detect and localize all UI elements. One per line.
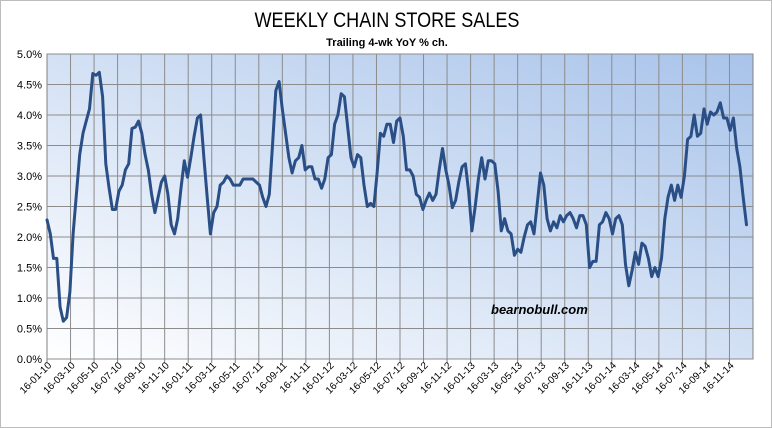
y-tick-label: 1.5% <box>17 263 42 275</box>
watermark: bearnobull.com <box>491 302 588 317</box>
chart-subtitle: Trailing 4-wk YoY % ch. <box>326 37 448 49</box>
y-tick-label: 2.5% <box>17 202 42 214</box>
y-tick-label: 4.5% <box>17 80 42 92</box>
y-tick-label: 3.0% <box>17 171 42 183</box>
chart-title: WEEKLY CHAIN STORE SALES <box>254 9 520 32</box>
y-tick-label: 3.5% <box>17 141 42 153</box>
x-axis: 16-01-1016-03-1016-05-1016-07-1016-09-10… <box>18 359 737 396</box>
y-tick-label: 1.0% <box>17 293 42 305</box>
y-axis: 0.0% 0.5% 1.0% 1.5% 2.0% 2.5% 3.0% 3.5% 4.0% 4.5%… <box>17 49 42 366</box>
y-tick-label: 2.0% <box>17 232 42 244</box>
y-tick-label: 0.5% <box>17 324 42 336</box>
y-tick-label: 0.0% <box>17 354 42 366</box>
y-tick-label: 4.0% <box>17 110 42 122</box>
y-tick-label: 5.0% <box>17 49 42 61</box>
series-line <box>45 70 748 323</box>
